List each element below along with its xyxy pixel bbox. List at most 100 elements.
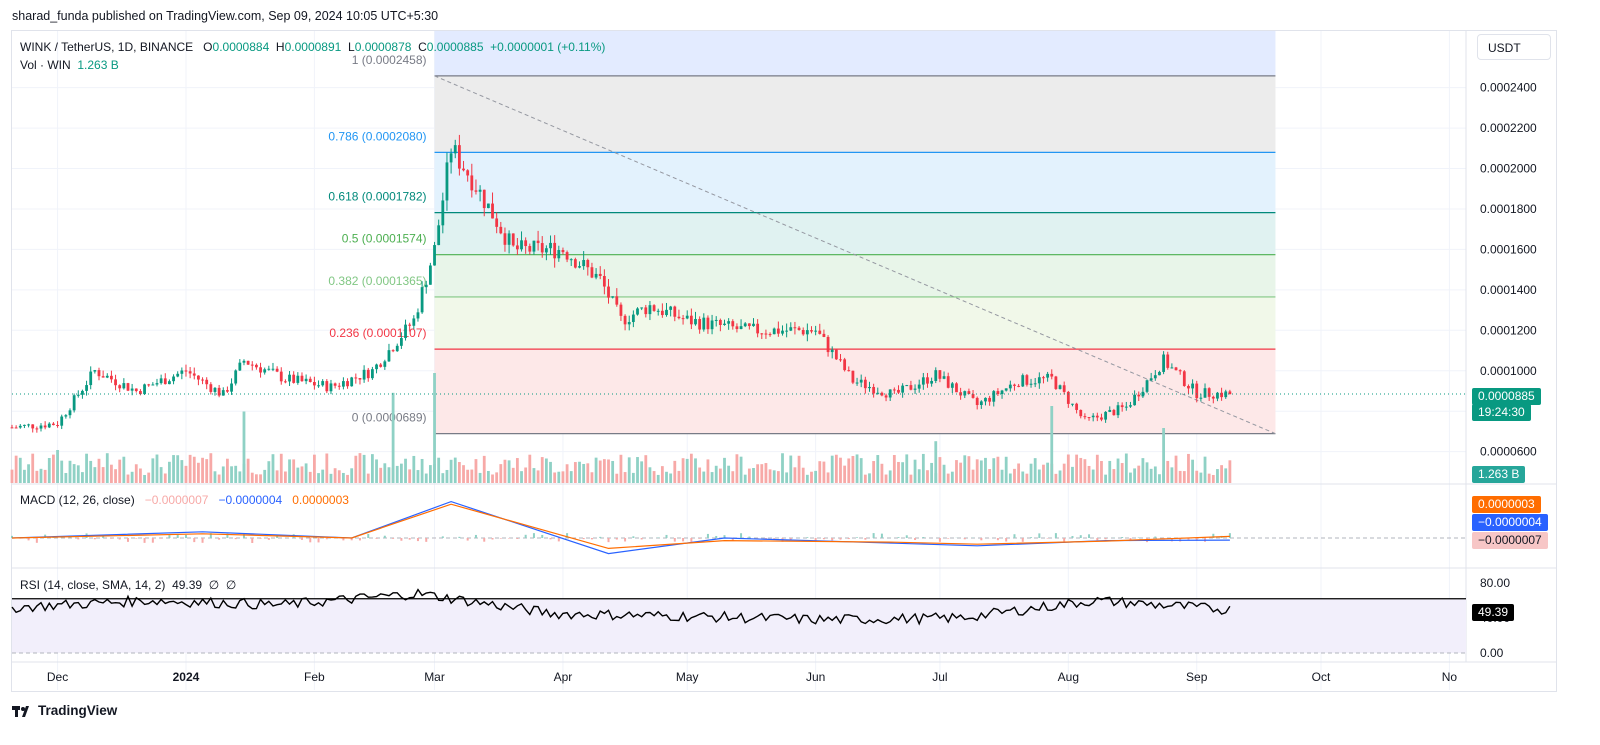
macd-histogram-bar (690, 538, 693, 542)
volume-bar (520, 471, 523, 483)
candle-body (226, 390, 229, 392)
candle-body (1066, 391, 1070, 404)
candle-body (47, 423, 51, 428)
candle-body (23, 424, 26, 426)
candle-body (859, 379, 863, 383)
volume-bar (776, 471, 780, 483)
macd-histogram-bar (499, 538, 502, 539)
volume-bar (1178, 470, 1182, 483)
macd-histogram-bar (549, 538, 552, 540)
candle-body (1158, 371, 1161, 376)
candle-body (892, 389, 896, 391)
volume-bar (1042, 464, 1045, 483)
volume-bar (955, 460, 958, 483)
macd-histogram-bar (856, 537, 859, 538)
rsi-na-2: ∅ (225, 578, 237, 592)
candle-body (930, 380, 934, 384)
candle-body (1029, 383, 1033, 385)
symbol-name[interactable]: WINK / TetherUS, 1D, BINANCE (20, 40, 194, 54)
volume-bar (1207, 473, 1211, 483)
volume-bar (768, 469, 772, 483)
candle-body (10, 427, 14, 429)
candle-body (1071, 403, 1074, 405)
volume-bar (412, 455, 416, 483)
volume-bar (474, 459, 478, 483)
volume-bar (942, 464, 946, 483)
volume-bar (130, 471, 134, 483)
candle-body (366, 369, 370, 379)
candle-body (975, 397, 979, 406)
volume-bar (872, 461, 876, 483)
candle-body (39, 425, 43, 429)
volume-bar (946, 473, 950, 483)
volume-bar (938, 457, 942, 483)
volume-bar (366, 473, 370, 483)
volume-bar (234, 465, 238, 483)
volume-bar (743, 474, 747, 483)
macd-histogram-bar (276, 536, 279, 538)
volume-bar (1203, 456, 1207, 483)
volume-bar (561, 471, 565, 483)
macd-histogram-bar (1212, 533, 1215, 538)
candle-body (532, 240, 536, 252)
candle-body (192, 373, 196, 376)
macd-histogram-bar (880, 533, 883, 538)
macd-histogram-bar (806, 537, 809, 538)
candle-body (437, 225, 441, 246)
tradingview-icon (12, 705, 29, 717)
candle-body (346, 381, 349, 387)
macd-label[interactable]: MACD (12, 26, close) (20, 493, 135, 507)
volume-bar (1124, 453, 1128, 483)
macd-histogram-bar (731, 538, 734, 541)
candle-body (826, 336, 830, 353)
candle-body (238, 362, 242, 371)
candle-body (627, 322, 631, 325)
volume-bar (1095, 454, 1099, 483)
volume-bar (582, 463, 586, 483)
volume-bar (830, 455, 834, 483)
candle-body (665, 309, 668, 316)
candle-body (1129, 405, 1132, 407)
volume-bar (14, 455, 18, 483)
macd-histogram-bar (1063, 538, 1066, 542)
candle-body (706, 317, 710, 330)
high-value: 0.0000891 (284, 40, 342, 54)
candle-body (996, 391, 1000, 395)
volume-bar (284, 471, 287, 483)
volume-bar (151, 458, 155, 483)
volume-bar (992, 458, 996, 483)
macd-histogram-bar (822, 538, 825, 540)
macd-histogram-bar (209, 533, 212, 538)
macd-histogram-bar (184, 534, 187, 538)
candle-body (698, 318, 702, 330)
candle-body (863, 379, 867, 389)
volume-bar (619, 454, 623, 483)
candle-body (1087, 417, 1091, 419)
candle-body (424, 284, 428, 288)
macd-histogram-bar (300, 538, 303, 540)
rsi-value: 49.39 (172, 578, 203, 592)
candle-body (611, 296, 615, 298)
macd-histogram-bar (1079, 535, 1082, 538)
candle-body (934, 370, 938, 381)
currency-button[interactable]: USDT (1477, 34, 1551, 60)
candle-body (43, 425, 47, 428)
volume-bar (607, 459, 610, 483)
macd-histogram-bar (599, 536, 602, 538)
macd-histogram-bar (615, 538, 618, 540)
candle-body (246, 360, 250, 365)
volume-bar (752, 468, 755, 483)
time-tick-label: 2024 (173, 670, 200, 684)
rsi-label[interactable]: RSI (14, close, SMA, 14, 2) (20, 578, 166, 592)
volume-bar (706, 459, 710, 483)
volume-label[interactable]: Vol · WIN (20, 58, 71, 72)
volume-bar (416, 470, 420, 483)
macd-histogram-bar (524, 534, 527, 538)
candle-body (801, 329, 805, 335)
tradingview-logo[interactable]: TradingView (12, 703, 117, 718)
volume-bar (188, 454, 192, 483)
volume-bar (118, 459, 122, 483)
volume-bar (515, 458, 519, 483)
candle-body (188, 371, 192, 374)
